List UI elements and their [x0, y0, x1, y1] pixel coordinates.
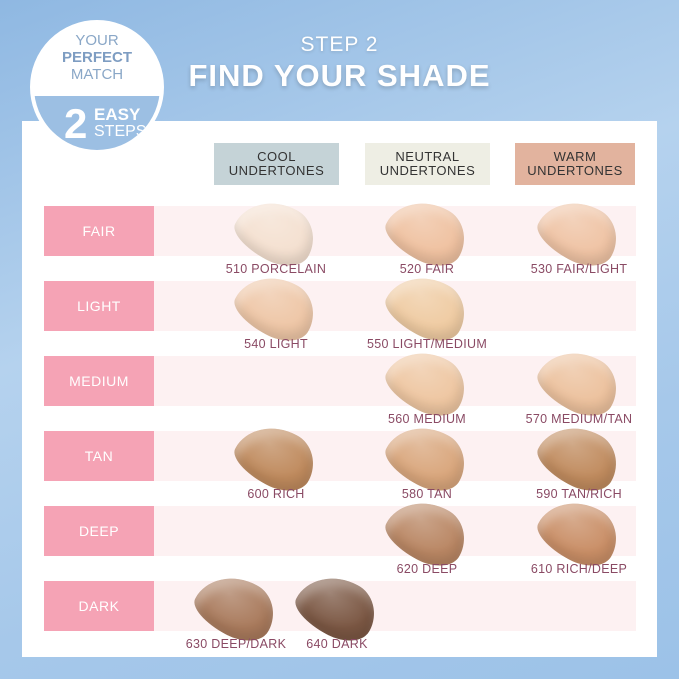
shade-label: 600 RICH — [247, 487, 305, 501]
row-label: DEEP — [44, 506, 154, 556]
column-header-line1: NEUTRAL — [395, 149, 460, 164]
column-header-line1: WARM — [553, 149, 597, 164]
badge: YOUR PERFECT MATCH 2 EASY STEPS — [30, 20, 164, 154]
step-label: STEP 2 — [300, 33, 379, 56]
row-label: TAN — [44, 431, 154, 481]
row-label: MEDIUM — [44, 356, 154, 406]
column-header-line1: COOL — [257, 149, 296, 164]
shade-label: 640 DARK — [306, 637, 368, 651]
shade-label: 510 PORCELAIN — [225, 262, 327, 276]
shade-label: 560 MEDIUM — [387, 412, 467, 426]
badge-steps: STEPS — [94, 123, 147, 140]
shade-label: 530 FAIR/LIGHT — [530, 262, 628, 276]
shade-label: 620 DEEP — [396, 562, 458, 576]
badge-easy: EASY — [94, 105, 141, 124]
column-header: COOL UNDERTONES — [214, 143, 339, 185]
page-title: FIND YOUR SHADE — [188, 58, 491, 93]
row-label: FAIR — [44, 206, 154, 256]
row-label: DARK — [44, 581, 154, 631]
column-header-line2: UNDERTONES — [379, 163, 476, 178]
row-label: LIGHT — [44, 281, 154, 331]
badge-line2: PERFECT — [61, 49, 132, 66]
column-header-line2: UNDERTONES — [527, 163, 623, 178]
shade-label: 550 LIGHT/MEDIUM — [366, 337, 488, 351]
shade-label: 540 LIGHT — [244, 337, 308, 351]
shade-label: 630 DEEP/DARK — [185, 637, 287, 651]
shade-label: 610 RICH/DEEP — [530, 562, 628, 576]
column-header-line2: UNDERTONES — [228, 163, 325, 178]
badge-line3: MATCH — [70, 66, 124, 83]
column-header: WARM UNDERTONES — [515, 143, 635, 185]
column-header: NEUTRAL UNDERTONES — [365, 143, 490, 185]
shade-label: 570 MEDIUM/TAN — [525, 412, 633, 426]
badge-line1: YOUR — [75, 32, 119, 49]
shade-label: 580 TAN — [401, 487, 453, 501]
badge-number: 2 — [64, 100, 88, 147]
shade-label: 590 TAN/RICH — [536, 487, 622, 501]
shade-label: 520 FAIR — [399, 262, 455, 276]
